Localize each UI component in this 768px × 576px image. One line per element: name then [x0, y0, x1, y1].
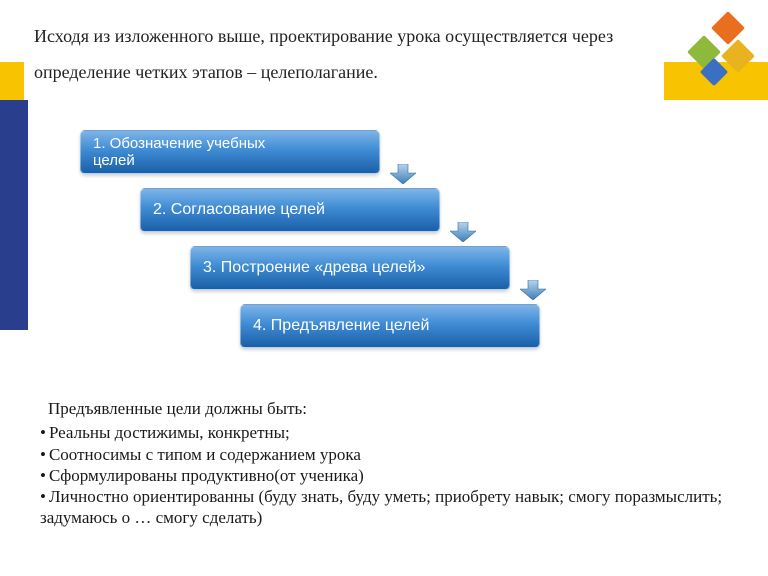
step-box-1: 1. Обозначение учебныхцелей	[80, 130, 380, 174]
bottom-list: Реальны достижимы, конкретны;Соотносимы …	[40, 422, 730, 528]
step-box-4: 4. Предъявление целей	[240, 304, 540, 348]
bottom-text: Предъявленные цели должны быть: Реальны …	[40, 398, 730, 529]
down-arrow-icon	[450, 222, 476, 242]
bottom-list-item: Соотносимы с типом и содержанием урока	[40, 444, 730, 465]
blue-left-strip	[0, 100, 28, 330]
step-label: 3. Построение «древа целей»	[203, 259, 425, 277]
step-label: 4. Предъявление целей	[253, 317, 429, 335]
step-box-2: 2. Согласование целей	[140, 188, 440, 232]
step-label: 2. Согласование целей	[153, 201, 325, 219]
decor-square	[711, 11, 745, 45]
bottom-list-item: Реальны достижимы, конкретны;	[40, 422, 730, 443]
down-arrow-icon	[390, 164, 416, 184]
bottom-list-item: Сформулированы продуктивно(от ученика)	[40, 465, 730, 486]
step-label: 1. Обозначение учебных	[93, 135, 265, 152]
header-text-box: Исходя из изложенного выше, проектирован…	[24, 10, 664, 100]
header-text: Исходя из изложенного выше, проектирован…	[34, 26, 613, 82]
top-bar: Исходя из изложенного выше, проектирован…	[0, 0, 768, 110]
step-label: целей	[93, 152, 135, 169]
bottom-intro: Предъявленные цели должны быть:	[48, 398, 730, 419]
corner-decor	[682, 10, 760, 88]
steps-diagram: 1. Обозначение учебныхцелей 2. Согласован…	[80, 130, 620, 350]
down-arrow-icon	[520, 280, 546, 300]
step-box-3: 3. Построение «древа целей»	[190, 246, 510, 290]
decor-square	[721, 39, 755, 73]
bottom-list-item: Личностно ориентированны (буду знать, бу…	[40, 486, 730, 529]
